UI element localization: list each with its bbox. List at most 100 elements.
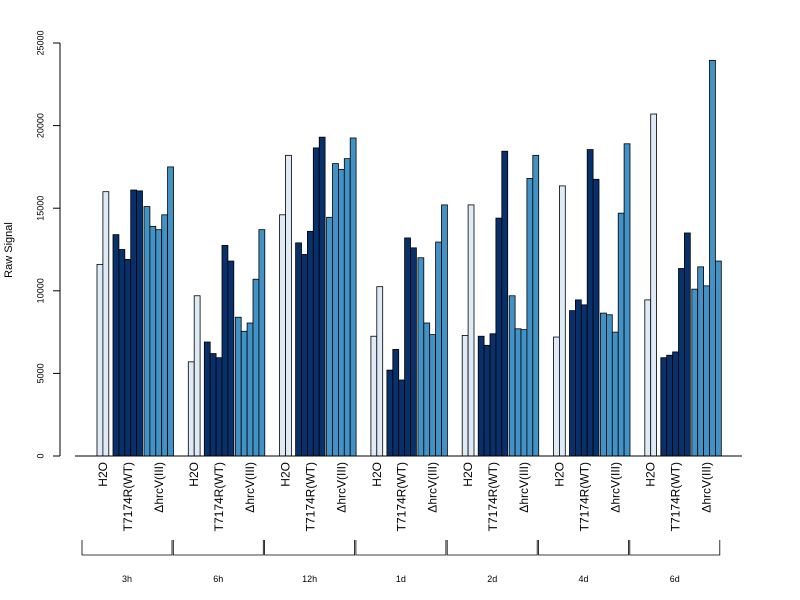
bar [508, 295, 516, 457]
condition-label: ΔhrcV(III) [426, 462, 440, 513]
bar [149, 225, 157, 457]
bar [376, 286, 384, 457]
group-bracket [172, 540, 264, 556]
condition-label: T7174R(WT) [395, 462, 409, 531]
condition-label: T7174R(WT) [577, 462, 591, 531]
bar [130, 189, 137, 457]
bar [155, 229, 163, 457]
bar [161, 214, 168, 457]
bar [666, 354, 674, 457]
bar [410, 247, 417, 457]
bar [318, 136, 326, 457]
bar [326, 216, 333, 457]
bar [227, 260, 235, 457]
group-label: 1d [396, 574, 406, 584]
bar [526, 178, 534, 457]
y-axis-label: Raw Signal [3, 222, 15, 278]
bar [606, 314, 613, 457]
bar [240, 330, 248, 457]
bar [617, 212, 625, 457]
condition-label: ΔhrcV(III) [243, 462, 257, 513]
group-label: 6h [213, 574, 223, 584]
bar [489, 333, 497, 457]
group-brackets: 3h 6h 12h 1d 2d 4d 6d [81, 540, 721, 584]
bar [143, 206, 151, 457]
bar [495, 217, 503, 457]
bar [252, 278, 260, 457]
bar [118, 249, 126, 457]
condition-label: H2O [279, 462, 293, 487]
condition-label: ΔhrcV(III) [152, 462, 166, 513]
bar [520, 329, 528, 457]
bar [592, 178, 600, 457]
bar [370, 335, 378, 457]
bar [703, 285, 710, 457]
y-tick-label: 15000 [35, 196, 45, 221]
condition-label: H2O [187, 462, 201, 487]
bar [193, 295, 201, 457]
bar [221, 244, 229, 457]
bar [559, 185, 566, 457]
condition-label: ΔhrcV(III) [517, 462, 531, 513]
bar [337, 168, 345, 457]
bar [234, 316, 242, 457]
y-tick-label: 25000 [35, 30, 45, 55]
bar [580, 304, 588, 457]
bar [709, 59, 716, 457]
bar [209, 353, 217, 457]
bar [611, 331, 619, 457]
group-label: 2d [487, 574, 497, 584]
bar [112, 234, 120, 457]
condition-label: ΔhrcV(III) [334, 462, 348, 513]
bar [295, 242, 302, 457]
bar [96, 263, 104, 457]
group-bracket [355, 540, 447, 556]
bar [477, 335, 485, 457]
condition-label: T7174R(WT) [212, 462, 226, 531]
bar [279, 214, 286, 457]
bar [124, 259, 132, 457]
bar [136, 190, 143, 457]
bar [532, 154, 540, 457]
bar [215, 357, 223, 457]
condition-label: T7174R(WT) [669, 462, 683, 531]
bar [441, 204, 448, 457]
group-label: 4d [578, 574, 588, 584]
bar [203, 341, 211, 457]
group-label: 6d [670, 574, 680, 584]
y-tick-label: 10000 [35, 278, 45, 303]
y-tick-label: 0 [35, 453, 45, 458]
y-tick-label: 20000 [35, 113, 45, 138]
bar [301, 254, 308, 457]
condition-label: H2O [461, 462, 475, 487]
bar [678, 268, 685, 457]
group-label: 12h [302, 574, 317, 584]
condition-label: H2O [552, 462, 566, 487]
group-bracket [264, 540, 355, 556]
y-tick-label: 5000 [35, 363, 45, 383]
condition-label: T7174R(WT) [303, 462, 317, 531]
bar [167, 166, 174, 457]
bar [623, 143, 631, 457]
bars-layer [96, 59, 722, 457]
bar [392, 349, 400, 457]
bar [312, 147, 320, 457]
bar [258, 229, 266, 457]
bar [644, 299, 652, 457]
bar [429, 334, 437, 457]
bar [483, 344, 491, 457]
bar [398, 379, 406, 457]
bar [691, 288, 699, 457]
bar [650, 113, 658, 457]
group-label: 3h [122, 574, 132, 584]
group-bracket [81, 540, 173, 556]
bar [386, 369, 394, 457]
bar [467, 204, 475, 457]
bar [501, 150, 509, 457]
condition-label: ΔhrcV(III) [608, 462, 622, 513]
y-axis: 0 5000 10000 15000 20000 25000 [35, 30, 61, 459]
bar [586, 149, 594, 457]
bar [343, 158, 351, 457]
group-bracket [629, 540, 721, 556]
